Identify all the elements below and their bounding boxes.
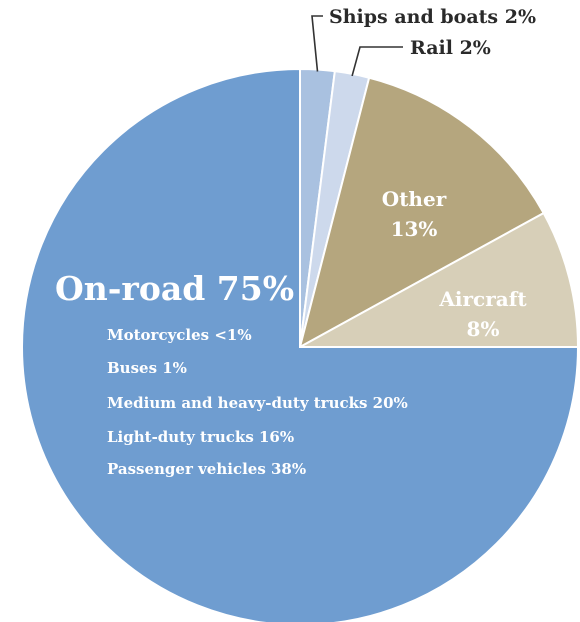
onroad-breakdown-item: Motorcycles <1% bbox=[107, 326, 252, 344]
aircraft-slice-percent: 8% bbox=[467, 317, 500, 341]
onroad-breakdown-item: Passenger vehicles 38% bbox=[107, 460, 306, 478]
pie-slice-on-road bbox=[21, 67, 580, 622]
ships-leader-line bbox=[311, 15, 323, 72]
rail-callout-label: Rail 2% bbox=[410, 37, 491, 59]
other-slice-name: Other bbox=[382, 187, 447, 211]
onroad-slice-label: On-road 75% bbox=[55, 269, 294, 308]
other-slice-percent: 13% bbox=[391, 217, 438, 241]
pie-slices bbox=[21, 67, 580, 622]
aircraft-slice-name: Aircraft bbox=[438, 287, 527, 311]
onroad-breakdown-list: Motorcycles <1% Buses 1% Medium and heav… bbox=[107, 326, 408, 478]
callout-ships: Ships and boats 2% bbox=[311, 6, 536, 72]
pie-slice-aircraft bbox=[299, 211, 580, 348]
onroad-breakdown-item: Buses 1% bbox=[107, 359, 187, 377]
rail-leader-line bbox=[351, 46, 403, 77]
onroad-breakdown-item: Medium and heavy-duty trucks 20% bbox=[107, 394, 408, 412]
ships-callout-label: Ships and boats 2% bbox=[329, 6, 536, 28]
onroad-breakdown-item: Light-duty trucks 16% bbox=[107, 428, 294, 446]
pie-slice-other bbox=[298, 76, 545, 349]
callout-rail: Rail 2% bbox=[351, 37, 491, 77]
